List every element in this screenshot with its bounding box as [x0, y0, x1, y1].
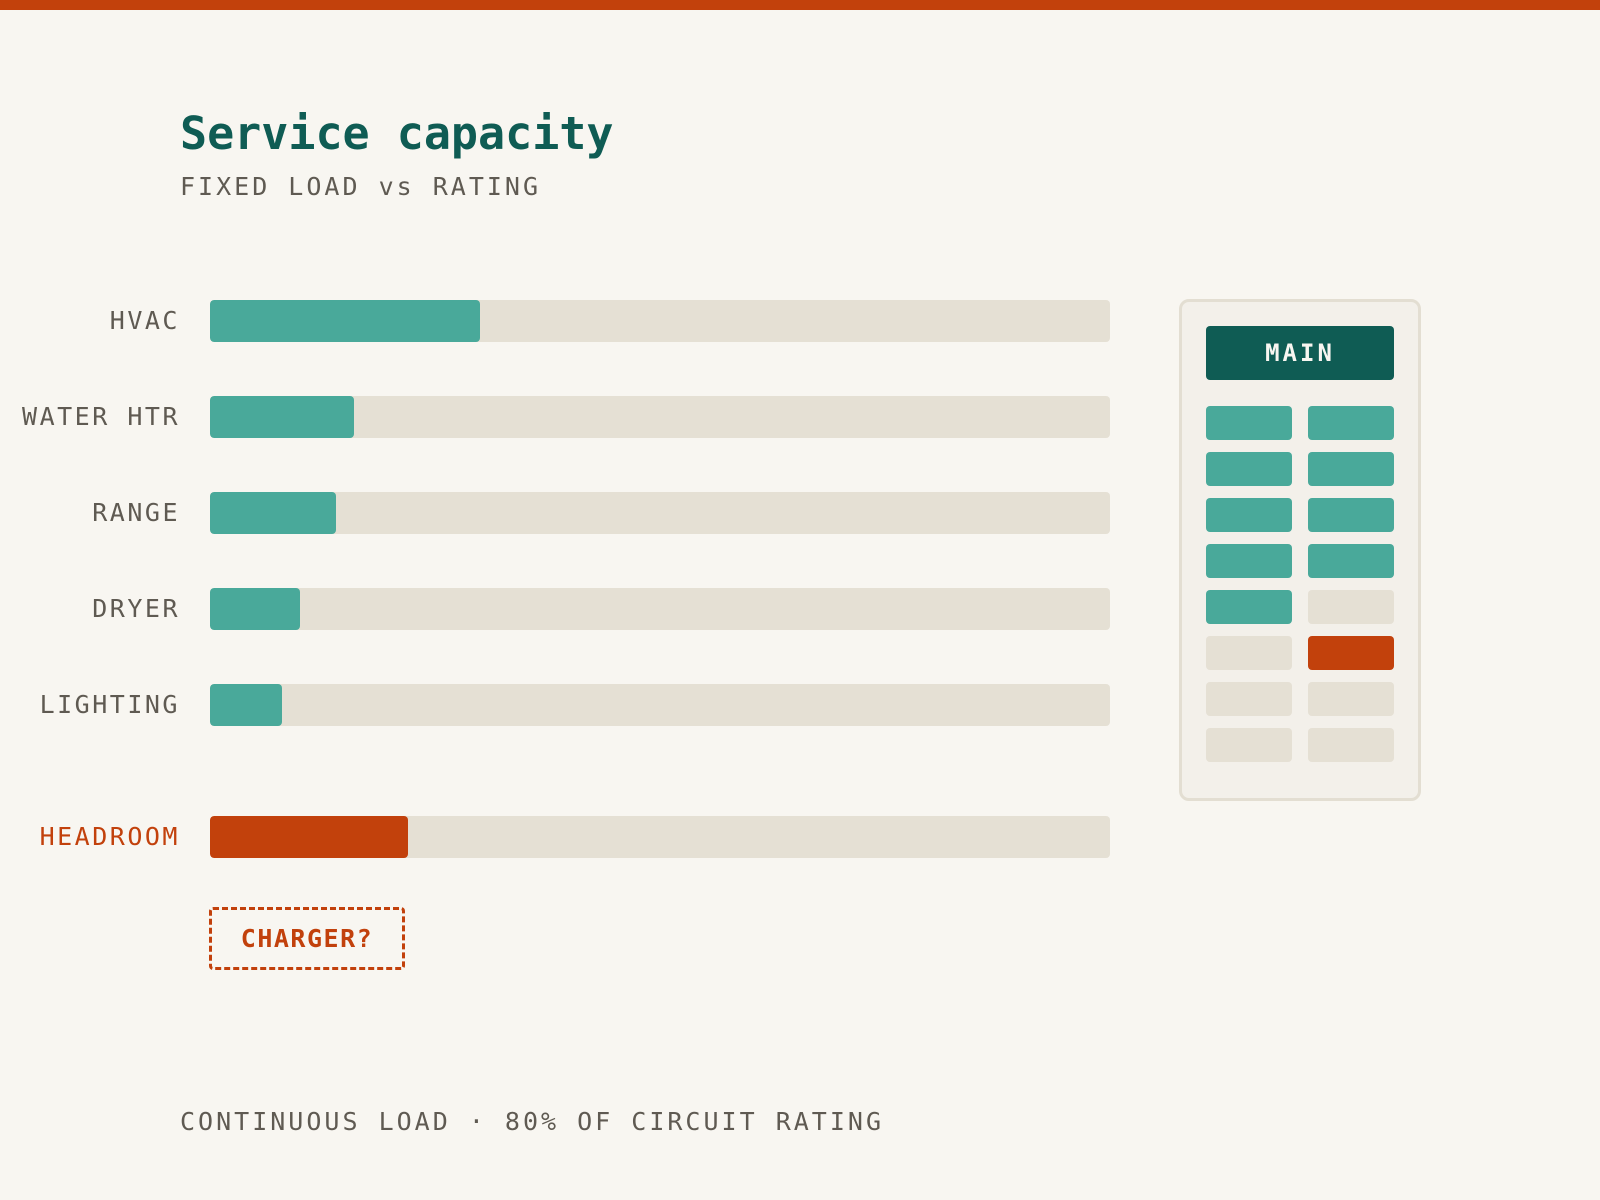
breaker-slot-used: [1308, 406, 1394, 440]
breaker-slot-used: [1206, 406, 1292, 440]
top-accent-stripe: [0, 0, 1600, 10]
breaker-slot-empty: [1206, 636, 1292, 670]
bar-headroom: [210, 816, 408, 858]
bar-label-water-htr: WATER HTR: [22, 402, 180, 431]
charger-callout-button[interactable]: CHARGER?: [209, 907, 405, 970]
bar-track-water-htr: [210, 396, 1110, 438]
breaker-slot-used: [1206, 544, 1292, 578]
breaker-slot-empty: [1206, 728, 1292, 762]
chart-subtitle: FIXED LOAD vs RATING: [180, 172, 542, 201]
bar-label-headroom: HEADROOM: [39, 822, 180, 851]
bar-track-headroom: [210, 816, 1110, 858]
bar-range: [210, 492, 336, 534]
footnote: CONTINUOUS LOAD · 80% OF CIRCUIT RATING: [180, 1107, 884, 1136]
main-breaker: MAIN: [1206, 326, 1394, 380]
breaker-slot-used: [1206, 498, 1292, 532]
breaker-slot-used: [1206, 452, 1292, 486]
bar-track-hvac: [210, 300, 1110, 342]
breaker-slot-empty: [1308, 728, 1394, 762]
breaker-slot-empty: [1206, 682, 1292, 716]
chart-title: Service capacity: [180, 107, 614, 160]
breaker-slot-used: [1308, 452, 1394, 486]
bar-label-dryer: DRYER: [92, 594, 180, 623]
bar-label-hvac: HVAC: [109, 306, 180, 335]
bar-track-lighting: [210, 684, 1110, 726]
bar-dryer: [210, 588, 300, 630]
bar-label-lighting: LIGHTING: [39, 690, 180, 719]
bar-water-htr: [210, 396, 354, 438]
breaker-slot-used: [1308, 544, 1394, 578]
bar-track-dryer: [210, 588, 1110, 630]
breaker-slot-used: [1308, 498, 1394, 532]
bar-track-range: [210, 492, 1110, 534]
bar-label-range: RANGE: [92, 498, 180, 527]
breaker-slot-empty: [1308, 682, 1394, 716]
bar-lighting: [210, 684, 282, 726]
breaker-slot-empty: [1308, 590, 1394, 624]
breaker-slot-new: [1308, 636, 1394, 670]
bar-hvac: [210, 300, 480, 342]
breaker-slot-used: [1206, 590, 1292, 624]
